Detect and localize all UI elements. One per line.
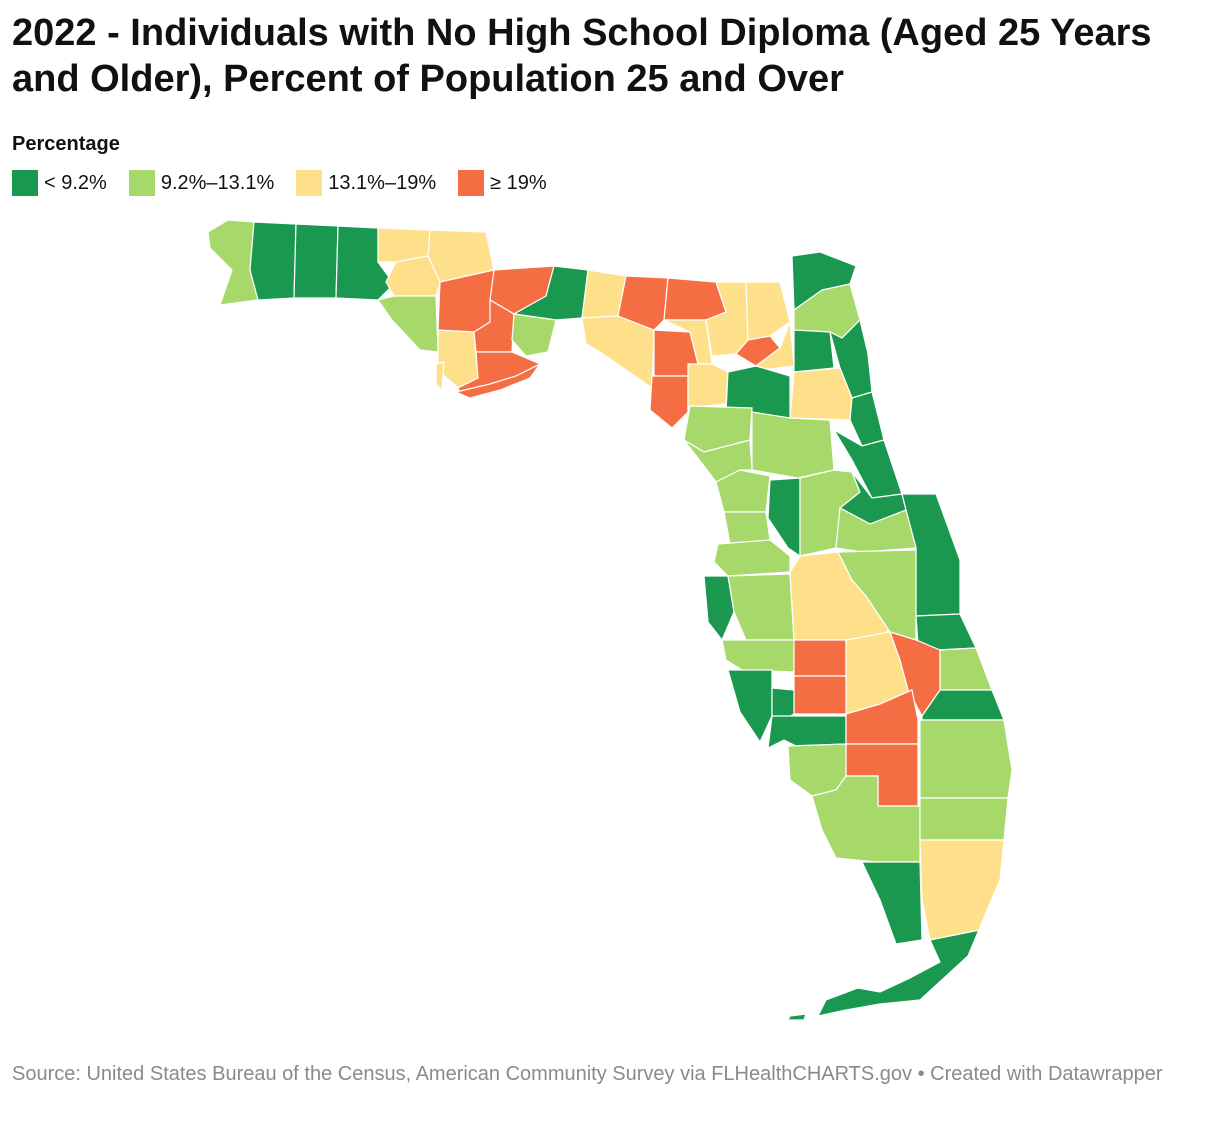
legend-label-high: ≥ 19% — [490, 171, 547, 194]
county-region[interactable] — [723, 511, 771, 545]
legend-item-high: ≥ 19% — [458, 170, 547, 196]
county-region[interactable] — [727, 669, 773, 744]
legend: < 9.2% 9.2%–13.1% 13.1%–19% ≥ 19% — [12, 170, 569, 196]
county-region[interactable] — [683, 439, 753, 483]
legend-title: Percentage — [12, 133, 120, 155]
county-region[interactable] — [771, 687, 795, 721]
legend-swatch-mid-high — [296, 170, 323, 196]
legend-label-mid-high: 13.1%–19% — [328, 171, 437, 194]
county-region[interactable] — [377, 295, 439, 353]
county-region[interactable] — [249, 221, 297, 301]
county-region[interactable] — [581, 315, 655, 390]
county-region[interactable] — [861, 861, 923, 945]
county-region[interactable] — [725, 365, 791, 419]
county-region[interactable] — [816, 907, 989, 1017]
county-region[interactable] — [755, 321, 795, 371]
legend-item-mid-high: 13.1%–19% — [296, 170, 436, 196]
county-region[interactable] — [767, 715, 847, 750]
county-region[interactable] — [787, 1013, 807, 1021]
county-region[interactable] — [919, 719, 1013, 799]
legend-item-low: < 9.2% — [12, 170, 107, 196]
county-region[interactable] — [715, 469, 771, 513]
county-region[interactable] — [745, 281, 791, 341]
county-region[interactable] — [293, 223, 339, 299]
florida-county-map — [0, 210, 1220, 1040]
county-region[interactable] — [789, 367, 853, 421]
county-region[interactable] — [435, 361, 445, 392]
legend-swatch-low — [12, 170, 38, 196]
county-region[interactable] — [849, 391, 885, 447]
chart-title: 2022 - Individuals with No High School D… — [12, 12, 1152, 100]
county-region[interactable] — [751, 411, 835, 479]
legend-swatch-mid-low — [128, 170, 155, 196]
county-region[interactable] — [713, 539, 791, 577]
county-region[interactable] — [687, 363, 729, 409]
county-region[interactable] — [793, 639, 847, 677]
county-region[interactable] — [919, 839, 1005, 941]
county-region[interactable] — [835, 507, 917, 553]
source-note: Source: United States Bureau of the Cens… — [12, 1063, 1163, 1085]
county-region[interactable] — [793, 329, 835, 373]
county-region[interactable] — [617, 275, 669, 331]
county-region[interactable] — [939, 647, 993, 691]
county-region[interactable] — [919, 797, 1009, 841]
county-region[interactable] — [727, 573, 795, 641]
legend-item-mid-low: 9.2%–13.1% — [128, 170, 275, 196]
county-region[interactable] — [454, 363, 541, 399]
county-region[interactable] — [921, 689, 1005, 721]
county-region[interactable] — [721, 639, 795, 673]
legend-label-low: < 9.2% — [44, 171, 107, 194]
legend-swatch-high — [458, 170, 485, 196]
county-region[interactable] — [793, 675, 847, 715]
county-region[interactable] — [703, 575, 735, 642]
legend-label-mid-low: 9.2%–13.1% — [160, 171, 275, 194]
county-region[interactable] — [767, 477, 801, 558]
county-region[interactable] — [649, 375, 689, 429]
county-region[interactable] — [511, 313, 557, 357]
county-region[interactable] — [437, 329, 479, 389]
